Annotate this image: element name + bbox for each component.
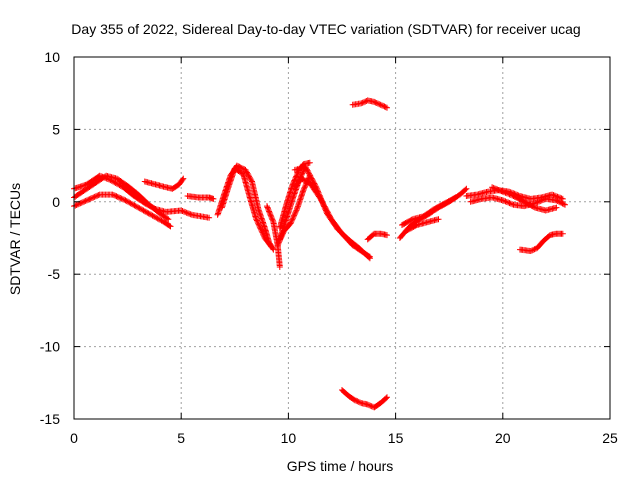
data-point-markers xyxy=(276,164,309,243)
data-point-markers xyxy=(399,194,459,228)
data-point-markers xyxy=(517,230,566,254)
data-point-markers xyxy=(291,164,373,262)
x-tick-label: 20 xyxy=(495,430,511,446)
data-arc xyxy=(141,175,187,192)
plot-frame xyxy=(73,56,611,420)
x-tick-label: 25 xyxy=(602,430,618,446)
data-point-markers xyxy=(141,175,187,192)
x-tick-label: 15 xyxy=(388,430,404,446)
x-tick-label: 0 xyxy=(70,430,78,446)
y-axis-label: SDTVAR / TECUs xyxy=(7,183,23,295)
data-arc xyxy=(399,194,459,228)
data-arc xyxy=(489,184,560,214)
y-tick-label: 0 xyxy=(52,194,60,210)
y-axis-ticks: -15 -10 -5 0 5 10 xyxy=(40,49,610,427)
y-tick-label: 10 xyxy=(44,49,60,65)
data-arc xyxy=(339,387,390,411)
data-point-markers xyxy=(218,165,275,250)
x-axis-label: GPS time / hours xyxy=(287,458,394,474)
data-point-markers xyxy=(403,216,442,234)
y-tick-label: 5 xyxy=(52,121,60,137)
data-arc xyxy=(218,165,275,250)
chart-title: Day 355 of 2022, Sidereal Day-to-day VTE… xyxy=(71,21,580,37)
x-tick-label: 5 xyxy=(177,430,185,446)
x-axis-ticks: 0 5 10 15 20 25 xyxy=(70,57,618,446)
data-arc xyxy=(467,194,568,210)
data-arc xyxy=(291,164,373,262)
x-tick-label: 10 xyxy=(281,430,297,446)
y-tick-label: -15 xyxy=(40,411,60,427)
data-arc xyxy=(364,230,390,243)
data-arc xyxy=(184,193,217,202)
data-arc xyxy=(276,164,309,243)
data-arc xyxy=(517,230,566,254)
y-tick-label: -5 xyxy=(48,266,61,282)
data-arc xyxy=(349,97,390,111)
data-point-markers xyxy=(184,193,217,202)
data-point-markers xyxy=(489,184,560,214)
data-points xyxy=(71,97,568,411)
data-point-markers xyxy=(364,230,390,243)
data-point-markers xyxy=(467,194,568,210)
data-point-markers xyxy=(339,387,390,411)
y-tick-label: -10 xyxy=(40,339,60,355)
data-point-markers xyxy=(349,97,390,111)
grid-lines xyxy=(74,57,610,419)
data-arc xyxy=(403,216,442,234)
